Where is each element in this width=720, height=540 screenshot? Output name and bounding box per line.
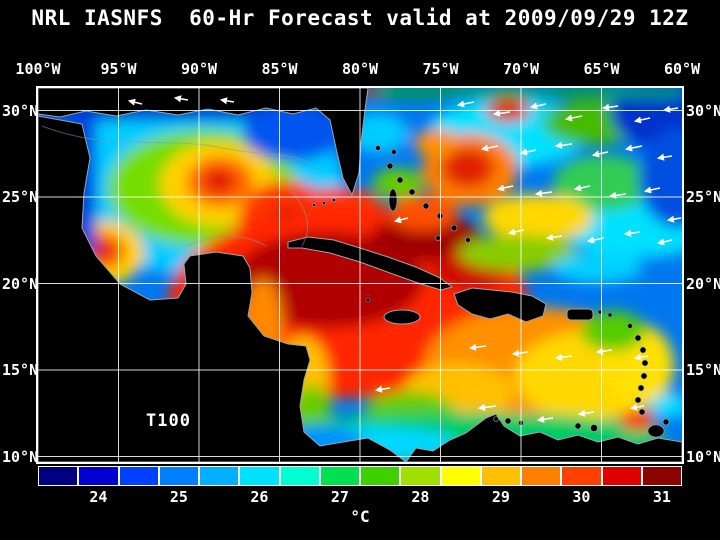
colorbar-segment bbox=[78, 466, 119, 486]
lat-tick-left: 15°N bbox=[2, 361, 39, 379]
colorbar-segment bbox=[279, 466, 320, 486]
land-south-america bbox=[405, 413, 683, 463]
land-hispaniola bbox=[453, 287, 547, 323]
land-puerto-rico bbox=[566, 308, 594, 321]
lon-tick: 85°W bbox=[261, 60, 298, 78]
lon-tick: 75°W bbox=[422, 60, 459, 78]
lon-tick: 65°W bbox=[583, 60, 620, 78]
land-lesser-antilles bbox=[493, 309, 670, 438]
lon-tick: 95°W bbox=[100, 60, 137, 78]
forecast-map bbox=[33, 78, 720, 464]
lat-tick-left: 30°N bbox=[2, 101, 39, 120]
colorbar-tick-label: 29 bbox=[491, 488, 510, 506]
colorbar-segment bbox=[360, 466, 401, 486]
colorbar-segment bbox=[480, 466, 521, 486]
field-label: T100 bbox=[146, 411, 191, 431]
land-masses bbox=[37, 87, 683, 463]
colorbar-segment bbox=[319, 466, 360, 486]
colorbar-tick-label: 26 bbox=[250, 488, 269, 506]
bathymetry-contours bbox=[41, 125, 321, 247]
colorbar-segment bbox=[440, 466, 481, 486]
colorbar-tick-label: 24 bbox=[89, 488, 108, 506]
colorbar-tick-label: 28 bbox=[411, 488, 430, 506]
lat-tick-right: 10°N bbox=[686, 447, 720, 466]
colorbar-unit: °C bbox=[350, 507, 370, 526]
colorbar-segment bbox=[641, 466, 682, 486]
land-jamaica bbox=[383, 309, 421, 325]
lon-tick: 60°W bbox=[663, 60, 701, 78]
colorbar-tick-label: 31 bbox=[652, 488, 671, 506]
lon-tick: 80°W bbox=[341, 60, 379, 78]
lon-tick: 90°W bbox=[180, 60, 218, 78]
map-frame bbox=[33, 78, 720, 464]
colorbar-segment bbox=[561, 466, 602, 486]
colorbar-tick-label: 30 bbox=[572, 488, 591, 506]
land-bahamas bbox=[312, 145, 471, 303]
lat-tick-left: 25°N bbox=[2, 188, 39, 206]
colorbar-segment bbox=[199, 466, 240, 486]
colorbar-segment bbox=[521, 466, 562, 486]
colorbar-segment bbox=[158, 466, 199, 486]
lon-tick: 70°W bbox=[502, 60, 540, 78]
lat-tick-left: 10°N bbox=[2, 447, 39, 466]
colorbar-tick-label: 25 bbox=[169, 488, 188, 506]
colorbar-tick-label: 27 bbox=[330, 488, 349, 506]
lat-tick-right: 20°N bbox=[686, 274, 720, 293]
colorbar-segment bbox=[38, 466, 79, 486]
colorbar bbox=[38, 466, 682, 486]
colorbar-segment bbox=[118, 466, 159, 486]
page-title: NRL IASNFS 60-Hr Forecast valid at 2009/… bbox=[31, 6, 689, 30]
colorbar-segment bbox=[601, 466, 642, 486]
land-cuba bbox=[287, 236, 454, 291]
lat-tick-left: 20°N bbox=[2, 274, 39, 293]
colorbar-segment bbox=[400, 466, 441, 486]
colorbar-segment bbox=[239, 466, 280, 486]
lat-tick-right: 15°N bbox=[686, 361, 720, 379]
lon-tick: 100°W bbox=[15, 60, 61, 78]
current-vector-arrows bbox=[127, 95, 682, 423]
land-mexico-central-america bbox=[37, 115, 408, 463]
lat-tick-right: 30°N bbox=[686, 101, 720, 120]
lat-tick-right: 25°N bbox=[686, 188, 720, 206]
